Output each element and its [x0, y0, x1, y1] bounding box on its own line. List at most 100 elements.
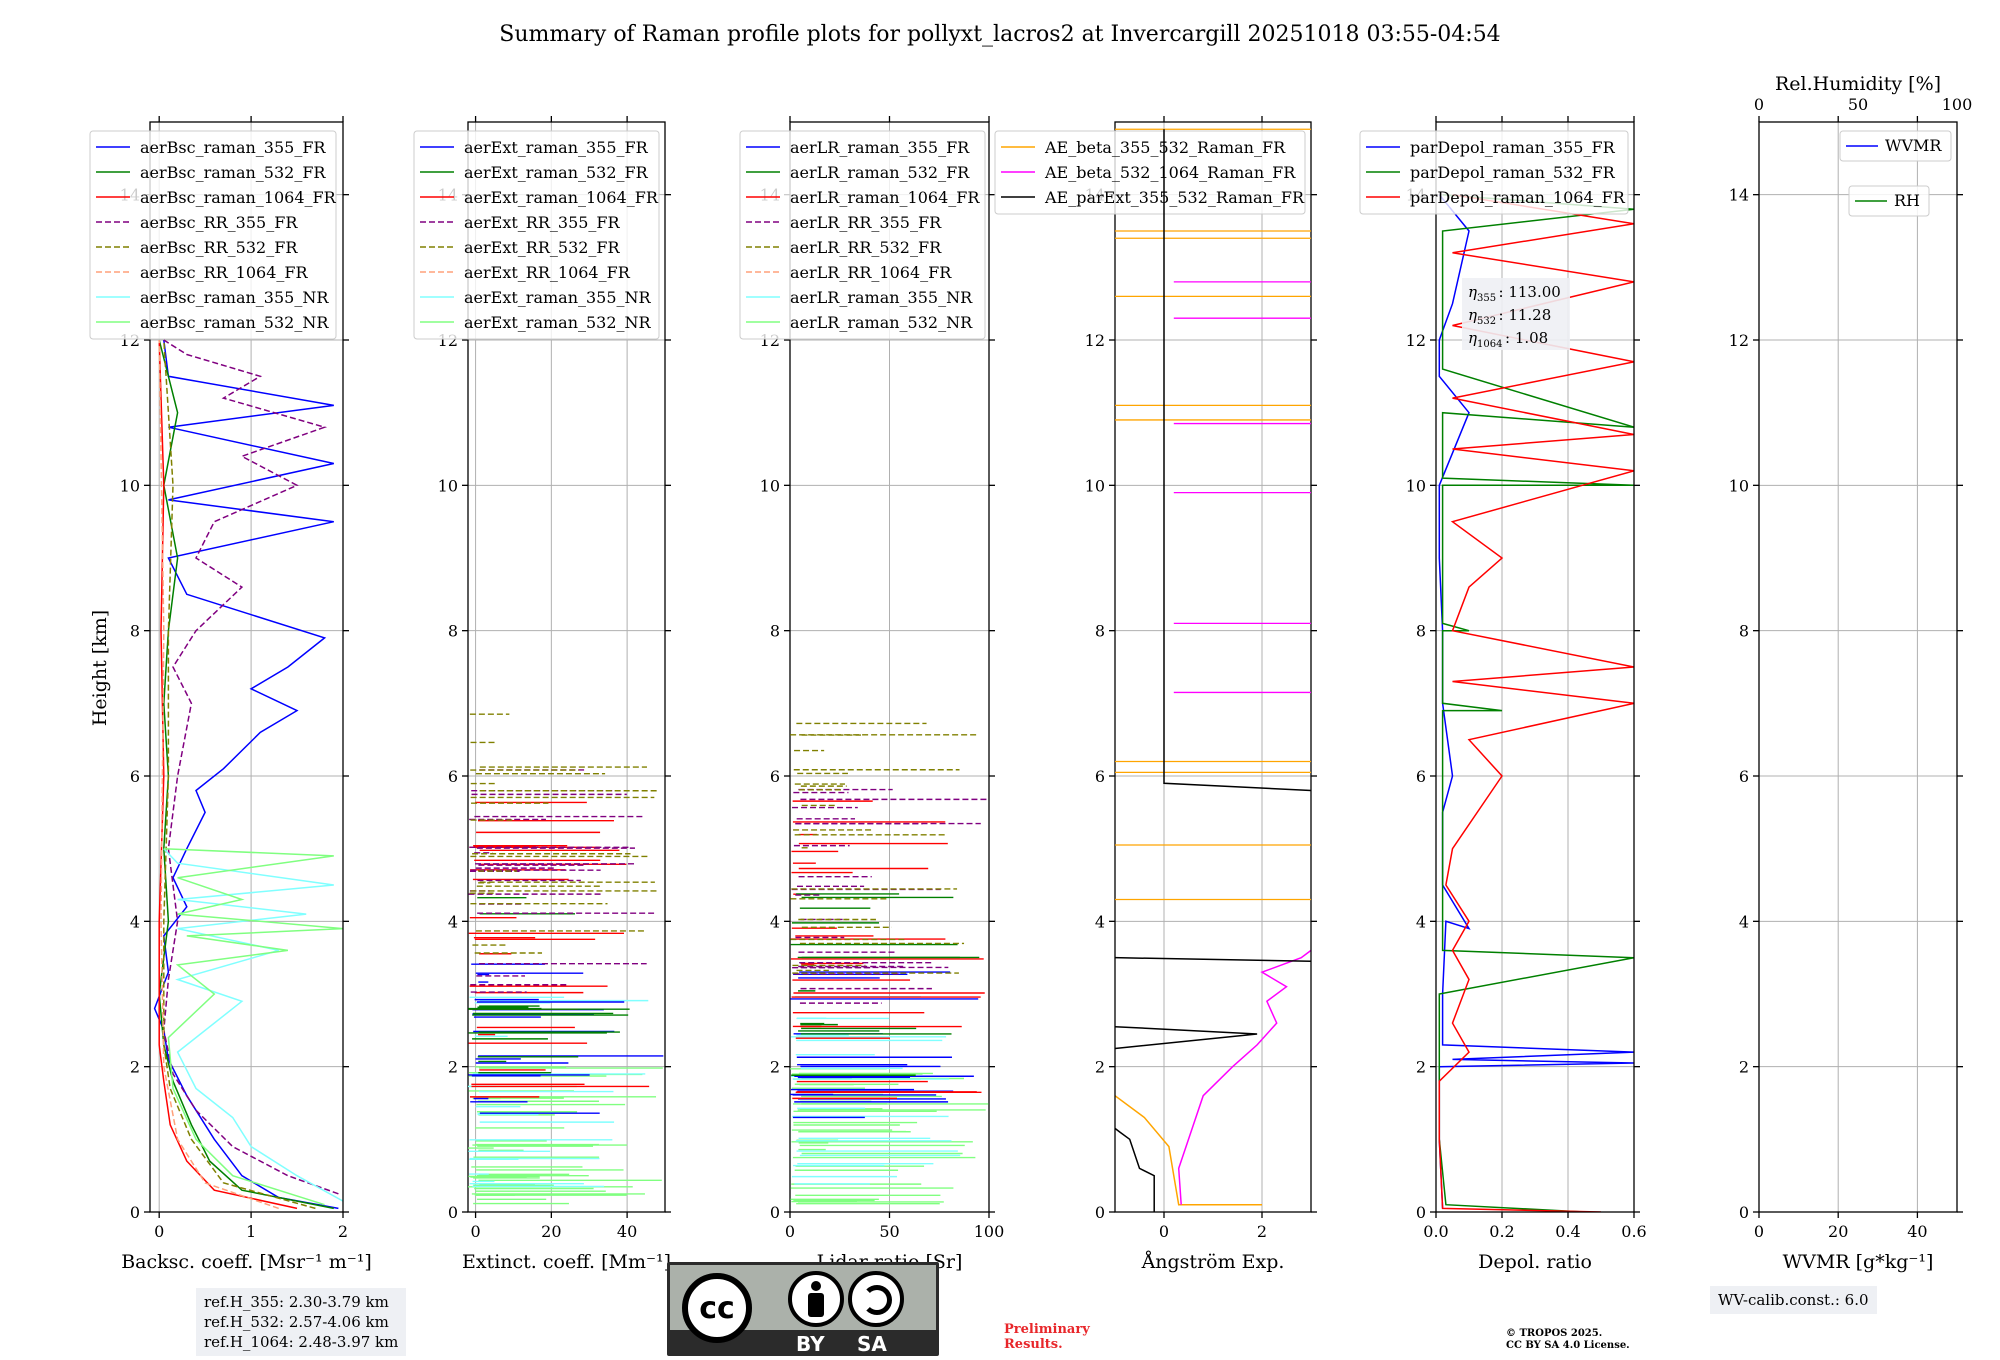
x-axis-label: Depol. ratio — [1478, 1251, 1592, 1273]
y-tick-label: 8 — [1739, 622, 1749, 641]
y-tick-label: 4 — [770, 912, 780, 931]
legend-label: aerBsc_raman_355_FR — [140, 138, 326, 157]
legend-label: aerBsc_raman_532_NR — [140, 313, 329, 332]
y-tick-label: 14 — [1729, 186, 1749, 205]
legend: parDepol_raman_355_FR parDepol_raman_532_… — [1359, 130, 1629, 215]
preliminary-line-2: Results. — [1004, 1337, 1063, 1352]
preliminary-note: Preliminary Results. — [1004, 1322, 1090, 1352]
legend: AE_beta_355_532_Raman_FR AE_beta_532_1064… — [994, 130, 1306, 215]
legend-label: aerLR_RR_355_FR — [790, 213, 942, 232]
legend-label: aerExt_RR_532_FR — [464, 238, 621, 257]
series-group — [153, 339, 343, 1210]
y-tick-label: 12 — [1729, 331, 1749, 350]
y-tick-label: 2 — [130, 1058, 140, 1077]
y-tick-label: 2 — [448, 1058, 458, 1077]
x-axis-label: Ångström Exp. — [1141, 1251, 1285, 1273]
axes-frame — [1758, 121, 1958, 1213]
legend-label: aerLR_raman_355_FR — [790, 138, 970, 157]
eta-annotation: η 355: 113.00η 532: 11.28η 1064: 1.08 — [1462, 278, 1570, 350]
y-tick-label: 4 — [130, 912, 140, 931]
y-tick-label: 2 — [1416, 1058, 1426, 1077]
copyright-line-1: © TROPOS 2025. — [1506, 1328, 1603, 1339]
legend-label: aerBsc_RR_1064_FR — [140, 263, 309, 282]
legend-label: aerBsc_raman_355_NR — [140, 288, 329, 307]
eta-subscript: 1064 — [1477, 339, 1502, 350]
legend-label: aerBsc_raman_532_FR — [140, 163, 326, 182]
x-tick-label: 0 — [1754, 1222, 1764, 1241]
ref-height-532: ref.H_532: 2.57-4.06 km — [204, 1313, 389, 1331]
legend-label: parDepol_raman_532_FR — [1410, 163, 1616, 182]
legend-label: aerBsc_raman_1064_FR — [140, 188, 337, 207]
panel-ae: 0246810121402Ångström Exp.AE_beta_355_53… — [994, 116, 1317, 1273]
y-tick-label: 6 — [770, 767, 780, 786]
legend-label: aerLR_raman_355_NR — [790, 288, 973, 307]
y-tick-label: 6 — [1739, 767, 1749, 786]
top-x-axis-label: Rel.Humidity [%] — [1775, 73, 1941, 95]
x-tick-label: 1 — [246, 1222, 256, 1241]
legend: aerExt_raman_355_FR aerExt_raman_532_FRae… — [413, 130, 660, 340]
panel-bsc: 02468101214012Backsc. coeff. [Msr⁻¹ m⁻¹]… — [89, 116, 372, 1273]
series-line-aerBsc_raman_355_FR — [153, 339, 339, 1210]
legend-label: aerLR_RR_532_FR — [790, 238, 942, 257]
series-group — [1438, 193, 1634, 1212]
y-tick-label: 6 — [130, 767, 140, 786]
legend-box — [1848, 185, 1930, 217]
y-tick-label: 4 — [448, 912, 458, 931]
x-tick-label: 20 — [1828, 1222, 1848, 1241]
legend-label: aerLR_RR_1064_FR — [790, 263, 952, 282]
x-tick-label: 0 — [154, 1222, 164, 1241]
legend-label: aerBsc_RR_532_FR — [140, 238, 298, 257]
y-tick-label: 2 — [1739, 1058, 1749, 1077]
y-tick-label: 0 — [1416, 1203, 1426, 1222]
ref-height-1064: ref.H_1064: 2.48-3.97 km — [204, 1333, 399, 1351]
cc-logo-icon: cc — [682, 1273, 752, 1343]
legend-box — [1839, 130, 1952, 162]
x-axis-label: Extinct. coeff. [Mm⁻¹] — [462, 1251, 671, 1273]
legend-label: parDepol_raman_355_FR — [1410, 138, 1616, 157]
y-tick-label: 0 — [1095, 1203, 1105, 1222]
annotation-box — [1462, 278, 1570, 350]
eta-label: η — [1468, 306, 1477, 324]
top-x-tick-label: 0 — [1754, 95, 1764, 114]
preliminary-line-1: Preliminary — [1004, 1322, 1090, 1337]
series-line-AE_beta_355_532_Raman_FR — [1115, 1095, 1262, 1206]
series-line-AE_parExt_355_532_Raman_FR — [1115, 1127, 1155, 1212]
cc-license-badge[interactable]: cc BY SA — [667, 1262, 939, 1356]
legend-label: aerExt_raman_532_FR — [464, 163, 649, 182]
y-tick-label: 4 — [1416, 912, 1426, 931]
y-tick-label: 10 — [1085, 476, 1105, 495]
legend-WVMR: WVMR — [1839, 130, 1952, 162]
legend-label: aerExt_RR_355_FR — [464, 213, 621, 232]
y-tick-label: 10 — [120, 476, 140, 495]
spike-lines-ext — [468, 713, 664, 1205]
eta-subscript: 355 — [1477, 293, 1496, 304]
y-tick-label: 10 — [1729, 476, 1749, 495]
eta-subscript: 532 — [1477, 316, 1496, 327]
y-tick-label: 0 — [1739, 1203, 1749, 1222]
copyright-line-2: CC BY SA 4.0 License. — [1506, 1340, 1630, 1351]
x-tick-label: 0 — [470, 1222, 480, 1241]
series-line-parDepol_raman_532_FR — [1438, 193, 1634, 1212]
legend: aerBsc_raman_355_FR aerBsc_raman_532_FRae… — [89, 130, 337, 340]
legend-label: aerBsc_RR_355_FR — [140, 213, 298, 232]
legend-label: AE_beta_355_532_Raman_FR — [1044, 138, 1286, 157]
x-axis-label: WVMR [g*kg⁻¹] — [1783, 1251, 1934, 1273]
y-tick-label: 8 — [770, 622, 780, 641]
series-line-AE_beta_532_1064_Raman_FR — [1177, 949, 1311, 1205]
panel-wv: 0 2 4 6 8 10 12 14 0 20 40 WVMR [g*kg⁻¹] 0 50 100Rel.H… — [1729, 73, 1973, 1273]
x-tick-label: 100 — [974, 1222, 1005, 1241]
legend-label: aerExt_raman_355_NR — [464, 288, 652, 307]
y-tick-label: 0 — [770, 1203, 780, 1222]
series-line-parDepol_raman_1064_FR — [1438, 193, 1634, 1212]
legend-label: aerExt_raman_355_FR — [464, 138, 649, 157]
legend-label: aerLR_raman_1064_FR — [790, 188, 980, 207]
legend-box — [994, 130, 1306, 215]
series-line-aerBsc_raman_532_FR — [158, 339, 334, 1210]
eta-label: η — [1468, 329, 1477, 347]
y-tick-label: 0 — [448, 1203, 458, 1222]
legend-label: AE_parExt_355_532_Raman_FR — [1044, 188, 1305, 207]
y-axis-label: Height [km] — [89, 610, 111, 726]
reference-height-box: ref.H_355: 2.30-3.79 km ref.H_532: 2.57-… — [196, 1288, 407, 1356]
cc-sa-label: SA — [857, 1332, 887, 1356]
